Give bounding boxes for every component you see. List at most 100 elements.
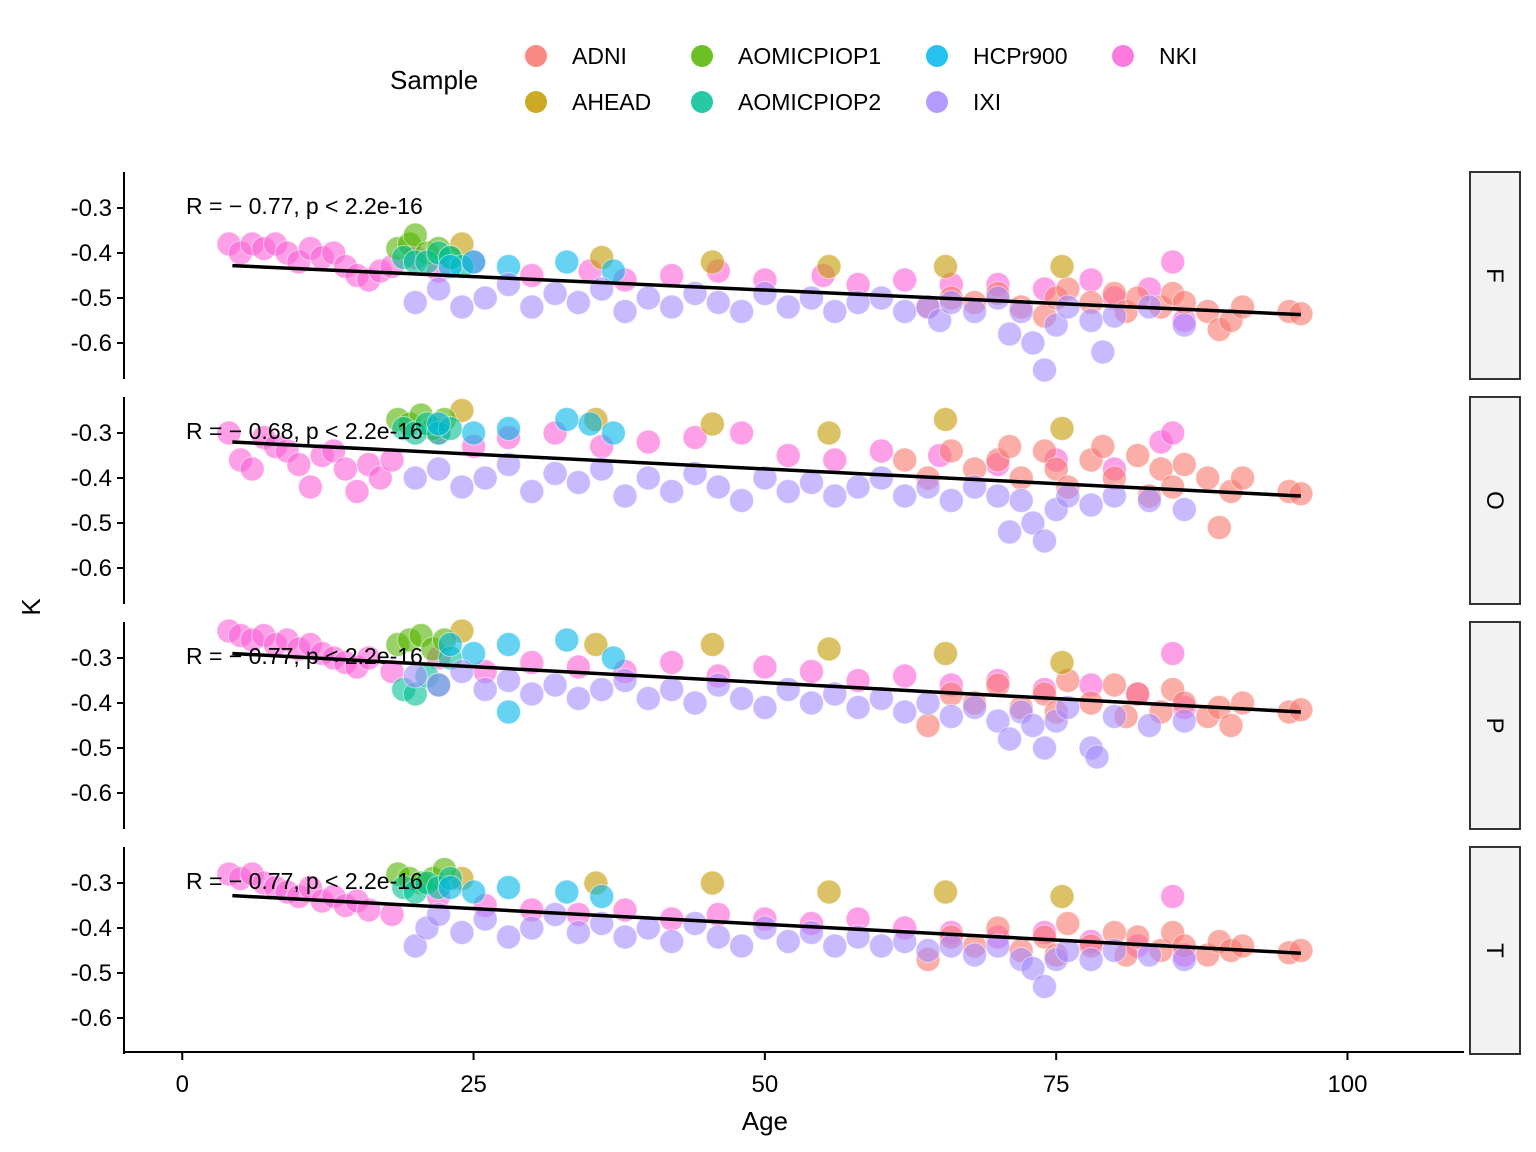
stat-label: R = − 0.77, p < 2.2e-16 <box>186 193 423 219</box>
point-ixi <box>1020 956 1046 981</box>
regression-line <box>232 651 1301 714</box>
point-adni <box>997 434 1023 459</box>
point-ixi <box>985 285 1011 311</box>
point-ixi <box>927 308 953 333</box>
point-ixi <box>659 929 685 954</box>
point-adni <box>1160 474 1186 500</box>
y-tick-label: -0.4 <box>71 915 112 942</box>
legend-key-aomicpiop2 <box>691 91 713 113</box>
point-ixi <box>775 479 801 504</box>
point-ixi <box>892 483 918 509</box>
point-ixi <box>938 488 964 513</box>
stat-r: R = − 0.77, <box>186 193 300 219</box>
point-hcpr900 <box>589 884 615 909</box>
point-ixi <box>612 483 638 509</box>
point-ixi <box>892 929 918 954</box>
point-adni <box>1090 434 1116 459</box>
point-ixi <box>519 681 545 707</box>
point-ixi <box>799 920 824 945</box>
point-ixi <box>635 686 661 711</box>
point-nki <box>682 425 708 450</box>
point-ixi <box>705 474 731 500</box>
strip-box <box>1469 846 1521 1055</box>
point-ixi <box>565 470 591 495</box>
point-nki <box>775 443 801 468</box>
stat-label: R = − 0.77, p < 2.2e-16 <box>186 868 423 894</box>
point-ahead <box>1049 650 1075 675</box>
legend: Sample ADNI AHEAD AOMICPIOP1 AOMICPIOP2 HCPr… <box>390 43 1197 115</box>
point-ixi <box>565 686 591 711</box>
point-ixi <box>938 933 964 959</box>
point-adni <box>1230 933 1256 959</box>
point-ixi <box>868 465 894 491</box>
regression-line <box>232 440 1301 498</box>
y-tick-label: -0.5 <box>71 285 112 312</box>
points-group <box>216 618 1314 770</box>
point-ixi <box>449 474 475 500</box>
point-ixi <box>799 690 824 716</box>
stat-r: R = − 0.77, <box>186 868 300 894</box>
point-ixi <box>635 285 661 311</box>
panel-f: -0.3 -0.4 -0.5 -0.6 R = − 0.77, p < 2.2e-16 F <box>71 171 1521 383</box>
legend-label-aomicpiop2: AOMICPIOP2 <box>738 89 881 115</box>
point-ixi <box>775 294 801 320</box>
point-ixi <box>1055 695 1081 720</box>
point-ahead <box>699 632 725 657</box>
point-ixi <box>938 704 964 729</box>
legend-key-aomicpiop1 <box>691 45 713 67</box>
point-ixi <box>1008 299 1034 324</box>
point-ahead <box>1049 884 1075 909</box>
point-nki <box>519 263 545 288</box>
point-hcpr900 <box>496 699 521 725</box>
point-adni <box>1008 465 1034 491</box>
y-tick-label: -0.5 <box>71 510 112 537</box>
point-ixi <box>1020 713 1046 738</box>
point-ahead <box>816 254 842 279</box>
point-nki <box>286 452 312 477</box>
legend-label-ixi: IXI <box>973 89 1001 115</box>
point-nki <box>332 456 358 482</box>
point-adni <box>1055 911 1081 936</box>
point-ixi <box>752 281 778 306</box>
point-ixi <box>845 695 871 720</box>
point-ixi <box>1171 947 1197 972</box>
point-nki <box>868 438 894 464</box>
point-nki <box>1160 420 1186 446</box>
point-ixi <box>402 933 428 959</box>
point-ixi <box>682 461 708 486</box>
point-adni <box>1125 443 1151 468</box>
point-adni <box>1043 456 1069 482</box>
point-ixi <box>519 479 545 504</box>
point-ixi <box>612 924 638 950</box>
point-ahead <box>1049 416 1075 441</box>
panel-o: -0.3 -0.4 -0.5 -0.6 R = − 0.68, p < 2.2e-16 O <box>71 396 1521 605</box>
point-ixi <box>682 911 708 936</box>
y-tick-label: -0.3 <box>71 420 112 447</box>
point-ahead <box>933 879 958 905</box>
point-adni <box>1032 438 1057 464</box>
y-tick-label: -0.4 <box>71 240 112 267</box>
point-ixi <box>729 299 755 324</box>
strip-box <box>1469 396 1521 605</box>
point-hcpr900 <box>496 632 521 657</box>
point-adni <box>1195 465 1221 491</box>
point-ixi <box>729 686 755 711</box>
point-ixi <box>1171 497 1197 522</box>
panel-p: -0.3 -0.4 -0.5 -0.6 R = − 0.77, p < 2.2e-16 P <box>71 618 1521 830</box>
legend-label-nki: NKI <box>1159 43 1197 69</box>
legend-label-ahead: AHEAD <box>572 89 651 115</box>
point-ixi <box>659 294 685 320</box>
point-ixi <box>589 456 615 482</box>
point-ixi <box>659 677 685 702</box>
point-ixi <box>426 276 452 302</box>
point-ixi <box>1020 330 1046 356</box>
legend-title: Sample <box>390 65 478 95</box>
point-hcpr900 <box>461 420 487 446</box>
point-ahead <box>816 636 842 662</box>
point-ixi <box>822 299 848 324</box>
point-adni <box>1230 690 1256 716</box>
point-ahead <box>933 641 958 666</box>
point-nki <box>729 420 755 446</box>
point-ixi <box>729 933 755 959</box>
point-ixi <box>938 290 964 315</box>
